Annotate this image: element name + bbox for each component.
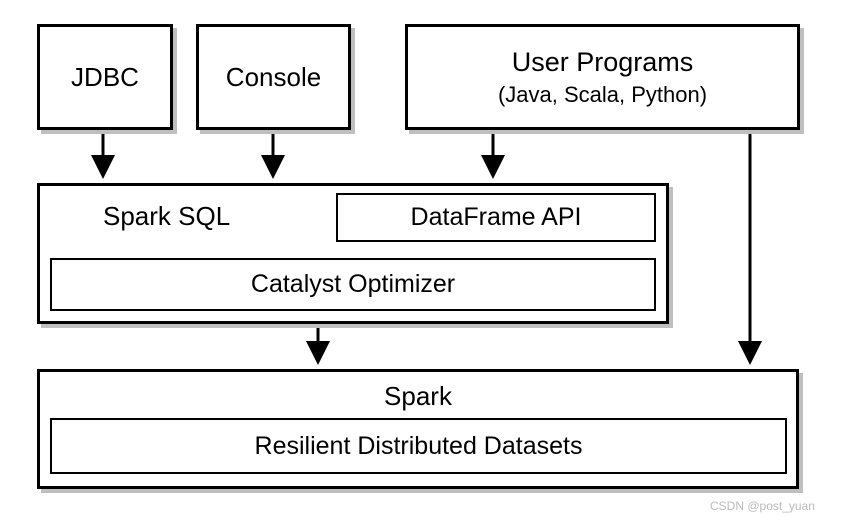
rdd-label: Resilient Distributed Datasets bbox=[255, 432, 583, 461]
user-programs-title: User Programs bbox=[512, 47, 694, 78]
jdbc-box: JDBC bbox=[37, 24, 173, 130]
rdd-box: Resilient Distributed Datasets bbox=[50, 418, 787, 474]
watermark-text: CSDN @post_yuan bbox=[710, 499, 815, 513]
console-box: Console bbox=[196, 24, 351, 130]
watermark: CSDN @post_yuan bbox=[710, 499, 815, 513]
catalyst-label: Catalyst Optimizer bbox=[251, 270, 455, 299]
dataframe-api-label: DataFrame API bbox=[411, 203, 582, 232]
spark-label: Spark bbox=[384, 381, 452, 412]
user-programs-box: User Programs (Java, Scala, Python) bbox=[405, 24, 800, 130]
catalyst-box: Catalyst Optimizer bbox=[50, 258, 656, 311]
console-label: Console bbox=[226, 62, 321, 93]
jdbc-label: JDBC bbox=[71, 62, 139, 93]
user-programs-subtitle: (Java, Scala, Python) bbox=[498, 82, 707, 108]
dataframe-api-box: DataFrame API bbox=[336, 193, 656, 242]
spark-sql-label: Spark SQL bbox=[103, 201, 230, 232]
